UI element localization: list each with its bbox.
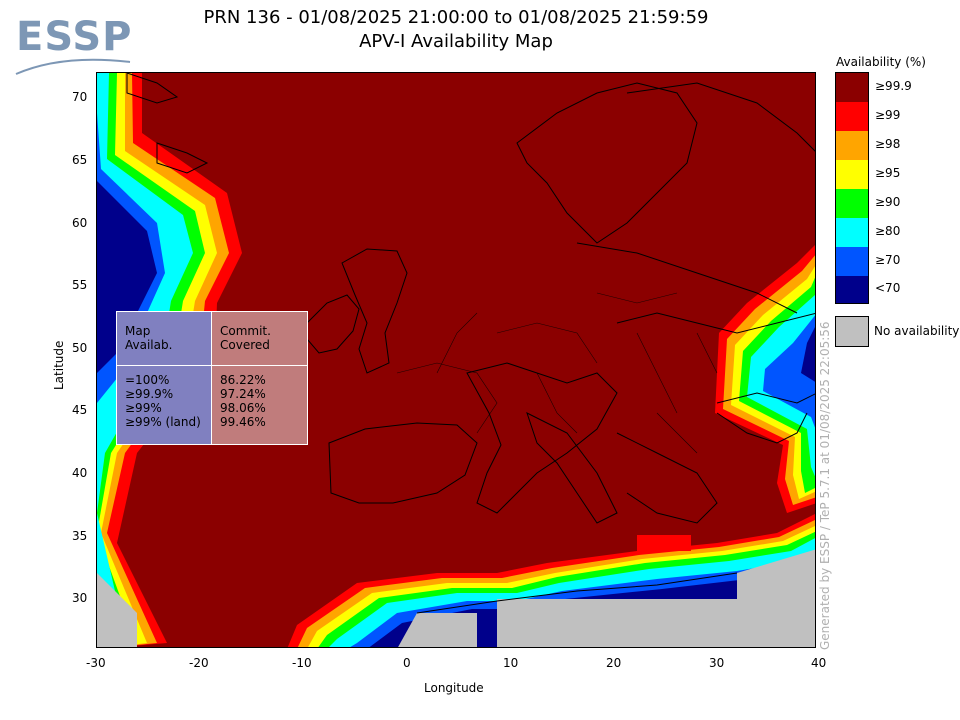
legend-label: <70 bbox=[875, 281, 901, 295]
legend-colorbar bbox=[835, 72, 869, 304]
no-availability-label: No availability bbox=[874, 324, 960, 338]
header-left-line2: Availab. bbox=[125, 338, 173, 352]
legend-label: ≥70 bbox=[875, 253, 901, 267]
x-tick: 40 bbox=[811, 656, 827, 670]
table-col-map-availability: =100% ≥99.9% ≥99% ≥99% (land) bbox=[117, 366, 212, 444]
y-tick: 40 bbox=[72, 466, 88, 480]
y-tick: 30 bbox=[72, 591, 88, 605]
x-tick: -10 bbox=[292, 656, 312, 670]
row-value: 86.22% bbox=[220, 373, 266, 387]
legend-label: ≥99 bbox=[875, 108, 901, 122]
legend-label: ≥90 bbox=[875, 195, 901, 209]
essp-logo bbox=[15, 58, 131, 75]
table-header-commit-covered: Commit. Covered bbox=[212, 312, 307, 366]
y-tick: 50 bbox=[72, 341, 88, 355]
legend-label: ≥98 bbox=[875, 137, 901, 151]
y-tick: 45 bbox=[72, 403, 88, 417]
legend-swatch bbox=[836, 189, 868, 218]
map-title: PRN 136 - 01/08/2025 21:00:00 to 01/08/2… bbox=[203, 7, 709, 28]
legend-swatch bbox=[836, 247, 868, 276]
table-col-commit-covered: 86.22% 97.24% 98.06% 99.46% bbox=[212, 366, 307, 444]
x-tick: -30 bbox=[86, 656, 106, 670]
logo-text: ESSP bbox=[16, 14, 133, 60]
eastern-degradation-bands bbox=[715, 245, 815, 513]
row-value: 97.24% bbox=[220, 387, 266, 401]
map-subtitle: APV-I Availability Map bbox=[359, 31, 553, 52]
y-axis-label: Latitude bbox=[52, 340, 66, 390]
legend-label: ≥95 bbox=[875, 166, 901, 180]
y-tick: 55 bbox=[72, 278, 88, 292]
table-header-map-availability: Map Availab. bbox=[117, 312, 212, 366]
legend-swatch bbox=[836, 131, 868, 160]
row-label: =100% bbox=[125, 373, 170, 387]
row-label: ≥99% bbox=[125, 401, 162, 415]
row-value: 98.06% bbox=[220, 401, 266, 415]
coastlines bbox=[126, 73, 815, 614]
legend-swatch bbox=[836, 73, 868, 102]
legend-swatch bbox=[836, 218, 868, 247]
x-tick: 0 bbox=[403, 656, 411, 670]
legend-swatch bbox=[836, 160, 868, 189]
legend-label: ≥80 bbox=[875, 224, 901, 238]
legend-swatch bbox=[836, 276, 868, 303]
africa-degradation-bands bbox=[287, 514, 815, 647]
country-borders bbox=[396, 292, 718, 454]
x-tick: 20 bbox=[606, 656, 622, 670]
y-tick: 70 bbox=[72, 90, 88, 104]
row-value: 99.46% bbox=[220, 415, 266, 429]
legend-swatch bbox=[836, 102, 868, 131]
header-left-line1: Map bbox=[125, 324, 151, 338]
x-tick: 30 bbox=[709, 656, 725, 670]
x-tick: -20 bbox=[189, 656, 209, 670]
no-availability-swatch bbox=[835, 316, 869, 347]
generated-by-text: Generated by ESSP / TeP 5.7.1 at 01/08/2… bbox=[818, 321, 832, 650]
header-right-line2: Covered bbox=[220, 338, 270, 352]
legend-label: ≥99.9 bbox=[875, 79, 912, 93]
y-tick: 65 bbox=[72, 153, 88, 167]
row-label: ≥99.9% bbox=[125, 387, 174, 401]
x-axis-label: Longitude bbox=[424, 681, 484, 695]
y-tick: 35 bbox=[72, 529, 88, 543]
row-label: ≥99% (land) bbox=[125, 415, 201, 429]
legend-title: Availability (%) bbox=[836, 55, 926, 69]
x-tick: 10 bbox=[503, 656, 519, 670]
coverage-stats-table: Map Availab. Commit. Covered =100% ≥99.9… bbox=[116, 311, 308, 445]
header-right-line1: Commit. bbox=[220, 324, 271, 338]
y-tick: 60 bbox=[72, 216, 88, 230]
